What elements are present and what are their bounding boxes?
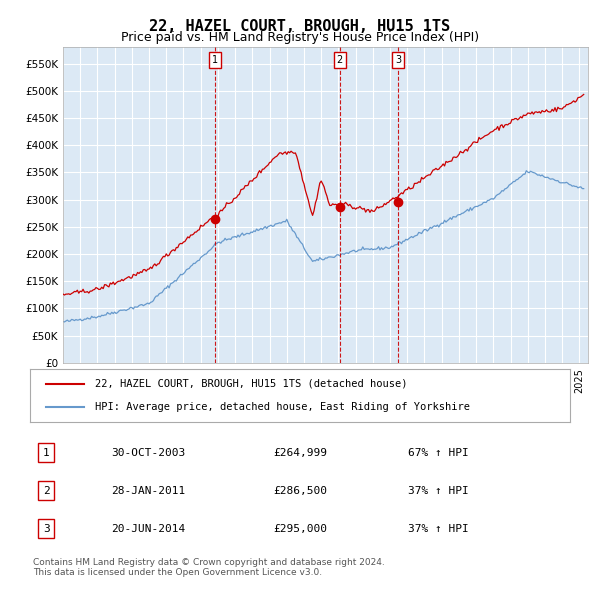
Text: Price paid vs. HM Land Registry's House Price Index (HPI): Price paid vs. HM Land Registry's House … xyxy=(121,31,479,44)
Text: 3: 3 xyxy=(395,55,401,65)
Text: 2: 2 xyxy=(43,486,50,496)
Text: 2: 2 xyxy=(337,55,343,65)
Text: 30-OCT-2003: 30-OCT-2003 xyxy=(111,448,185,458)
Text: Contains HM Land Registry data © Crown copyright and database right 2024.
This d: Contains HM Land Registry data © Crown c… xyxy=(33,558,385,577)
Text: 3: 3 xyxy=(43,524,50,534)
Text: 1: 1 xyxy=(212,55,218,65)
Text: 20-JUN-2014: 20-JUN-2014 xyxy=(111,524,185,534)
Text: HPI: Average price, detached house, East Riding of Yorkshire: HPI: Average price, detached house, East… xyxy=(95,402,470,412)
Text: £295,000: £295,000 xyxy=(273,524,327,534)
Text: 37% ↑ HPI: 37% ↑ HPI xyxy=(408,524,469,534)
Text: 67% ↑ HPI: 67% ↑ HPI xyxy=(408,448,469,458)
Text: £264,999: £264,999 xyxy=(273,448,327,458)
Text: £286,500: £286,500 xyxy=(273,486,327,496)
Text: 22, HAZEL COURT, BROUGH, HU15 1TS: 22, HAZEL COURT, BROUGH, HU15 1TS xyxy=(149,19,451,34)
Text: 1: 1 xyxy=(43,448,50,458)
Text: 22, HAZEL COURT, BROUGH, HU15 1TS (detached house): 22, HAZEL COURT, BROUGH, HU15 1TS (detac… xyxy=(95,379,407,389)
Text: 28-JAN-2011: 28-JAN-2011 xyxy=(111,486,185,496)
Text: 37% ↑ HPI: 37% ↑ HPI xyxy=(408,486,469,496)
